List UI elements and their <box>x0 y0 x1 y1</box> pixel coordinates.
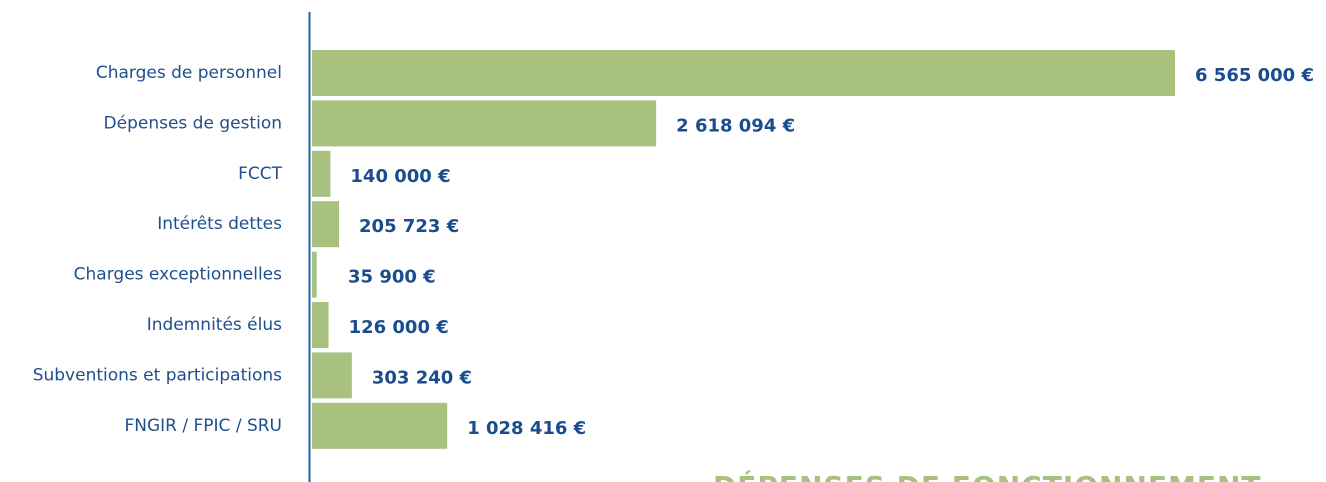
bar <box>312 150 331 197</box>
bar <box>312 50 1175 96</box>
value-label: 6 565 000 € <box>1195 65 1314 86</box>
value-label: 126 000 € <box>349 317 449 338</box>
category-label: FCCT <box>238 164 283 184</box>
bar <box>312 302 329 348</box>
bar <box>312 251 317 298</box>
bar <box>312 100 657 147</box>
bar <box>312 352 352 399</box>
category-label: Intérêts dettes <box>157 214 282 234</box>
value-label: 140 000 € <box>350 166 450 187</box>
category-label: Charges de personnel <box>96 63 282 83</box>
value-label: 35 900 € <box>348 267 436 288</box>
value-label: 2 618 094 € <box>676 115 795 136</box>
bar <box>312 402 448 449</box>
category-label: Charges exceptionnelles <box>74 265 282 285</box>
chart-title: DÉPENSES DE FONCTIONNEMENT <box>713 469 1262 482</box>
bar <box>312 201 340 248</box>
value-label: 1 028 416 € <box>467 418 586 439</box>
category-label: Subventions et participations <box>33 365 282 385</box>
category-label: Dépenses de gestion <box>104 113 282 133</box>
value-label: 205 723 € <box>359 216 459 237</box>
value-label: 303 240 € <box>372 367 472 388</box>
category-label: Indemnités élus <box>147 315 282 335</box>
category-label: FNGIR / FPIC / SRU <box>124 416 282 436</box>
